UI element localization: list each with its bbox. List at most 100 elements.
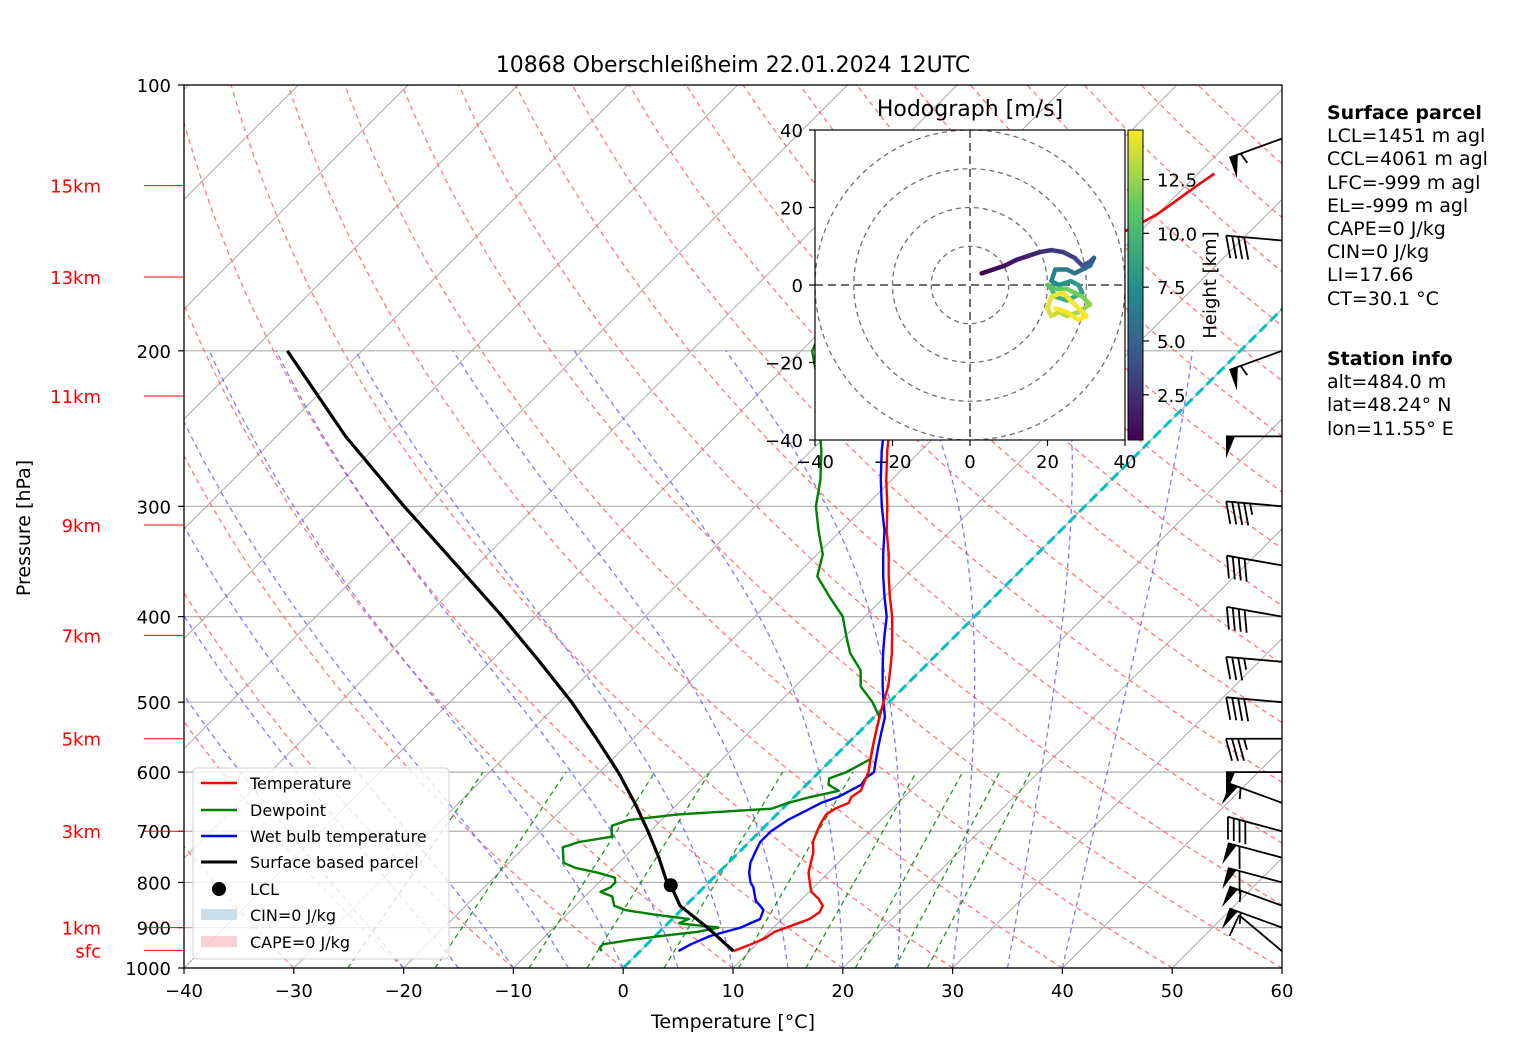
wind-barb-full: [1231, 556, 1236, 580]
y-tick-label: 100: [137, 76, 171, 97]
wind-barb-full: [1243, 502, 1250, 526]
y-tick-label: 400: [137, 608, 171, 629]
mixing-ratio-line: [854, 771, 964, 968]
wind-barb-flag: [1229, 366, 1238, 391]
wind-barb: [1226, 435, 1282, 459]
y-tick-label: 200: [137, 342, 171, 363]
y-tick-label: 600: [137, 763, 171, 784]
freezing-level-line: [622, 307, 1282, 968]
wind-barb-full: [1243, 237, 1250, 260]
y-tick-label: 1000: [125, 959, 171, 980]
x-tick-label: −20: [385, 981, 423, 1002]
wind-barb-staff: [1229, 885, 1283, 907]
legend-label-dewpoint: Dewpoint: [250, 801, 326, 820]
wind-barb-half: [1249, 503, 1254, 515]
dry-adiabat: [856, 85, 1282, 493]
dry-adiabat: [184, 454, 624, 968]
legend-swatch-cape: [201, 936, 237, 947]
wind-barb-full: [1225, 555, 1230, 579]
wind-barb-full: [1231, 657, 1238, 681]
x-tick-label: −40: [165, 981, 203, 1002]
y-tick-label: 500: [137, 693, 171, 714]
wind-barb-full: [1243, 698, 1250, 722]
wind-barb-full: [1225, 738, 1233, 761]
moist-adiabat: [573, 350, 844, 968]
hodograph-x-label: 20: [1036, 452, 1059, 473]
x-tick-label: −30: [275, 981, 313, 1002]
wind-barb: [1228, 914, 1283, 952]
x-tick-label: 40: [1051, 981, 1074, 1002]
hodograph-segment: [1060, 290, 1077, 307]
wind-barb: [1226, 771, 1282, 795]
wind-barb: [1225, 606, 1283, 633]
hodograph-y-label: −20: [765, 354, 803, 375]
surface-parcel-panel: Surface parcel LCL=1451 m agl CCL=4061 m…: [1327, 102, 1488, 311]
height-label: 7km: [62, 626, 101, 647]
parcel-line: [285, 349, 735, 953]
hodograph-y-label: 0: [792, 276, 803, 297]
wind-barb-full: [1225, 697, 1232, 720]
height-label: 15km: [50, 177, 101, 198]
hodograph-title: Hodograph [m/s]: [877, 97, 1063, 122]
isotherm: [184, 85, 629, 530]
dry-adiabat: [287, 85, 1063, 968]
station-info-panel: Station info alt=484.0 m lat=48.24° N lo…: [1327, 348, 1454, 441]
moist-adiabat: [355, 350, 734, 968]
wind-barb-staff: [1226, 554, 1283, 567]
wind-barbs: [1221, 137, 1283, 952]
y-tick-label: 700: [137, 822, 171, 843]
parcel-cin: CIN=0 J/kg: [1327, 241, 1430, 264]
height-label: 11km: [50, 387, 101, 408]
colorbar-tick-label: 10.0: [1157, 224, 1197, 245]
colorbar-ticks: 2.5 5.0 7.5 10.0 12.5: [1143, 171, 1197, 407]
height-label: 13km: [50, 268, 101, 289]
wind-barb-full: [1237, 557, 1242, 581]
legend-swatch-cin: [201, 909, 237, 920]
wind-barb-full: [1231, 738, 1239, 761]
wind-barb-staff: [1226, 606, 1283, 618]
wind-barb: [1229, 137, 1283, 179]
colorbar-tick-label: 5.0: [1157, 332, 1186, 353]
wind-barb-half: [1243, 738, 1248, 750]
wind-barb-flag: [1226, 772, 1235, 795]
x-tick-label: 30: [941, 981, 964, 1002]
wind-barb-half: [1243, 658, 1248, 670]
wind-barb-staff: [1227, 842, 1283, 859]
parcel-ccl: CCL=4061 m agl: [1327, 148, 1488, 171]
x-axis-ticks: −40 −30 −20 −10 0 10 20 30 40 50 60: [165, 968, 1293, 1002]
hodograph-segment: [1072, 302, 1089, 319]
wind-barb-staff: [1226, 696, 1283, 704]
wind-barb-half: [1238, 912, 1242, 924]
isotherm: [1062, 747, 1282, 968]
moist-adiabat: [184, 525, 514, 968]
hodograph: −40 −20 0 20 40 40 20 0 −20 −40 Hodograph [m/s] 2…: [765, 97, 1221, 473]
wind-barb-full: [1237, 608, 1242, 632]
wind-barb: [1221, 907, 1283, 930]
wind-barb-flag: [1221, 783, 1238, 805]
lcl-marker: [663, 878, 678, 893]
wind-barb-full: [1243, 609, 1248, 633]
wind-barb-full: [1225, 656, 1232, 680]
hodograph-x-label: 40: [1114, 452, 1137, 473]
dry-adiabat: [458, 85, 1282, 906]
wind-barb-half: [1239, 365, 1248, 376]
isotherm: [184, 85, 409, 310]
y-tick-label: 300: [137, 497, 171, 518]
wind-barb-full: [1237, 698, 1244, 721]
moist-adiabat: [208, 350, 624, 968]
dry-adiabat: [184, 120, 844, 968]
wind-barb-full: [1225, 235, 1232, 259]
isotherm: [732, 418, 1282, 968]
legend-label-cape: CAPE=0 J/kg: [250, 933, 350, 952]
y-tick-label: 800: [137, 873, 171, 894]
y-axis-label: Pressure [hPa]: [13, 460, 35, 596]
colorbar-tick-label: 7.5: [1157, 278, 1186, 299]
wind-barb-full: [1231, 501, 1238, 525]
wind-barb-flag: [1221, 908, 1238, 930]
mixing-ratio-line: [805, 771, 917, 968]
dry-adiabat: [184, 720, 405, 968]
wind-barb-staff: [1229, 349, 1283, 371]
wind-barb: [1225, 234, 1283, 260]
parcel-lfc: LFC=-999 m agl: [1327, 171, 1481, 194]
